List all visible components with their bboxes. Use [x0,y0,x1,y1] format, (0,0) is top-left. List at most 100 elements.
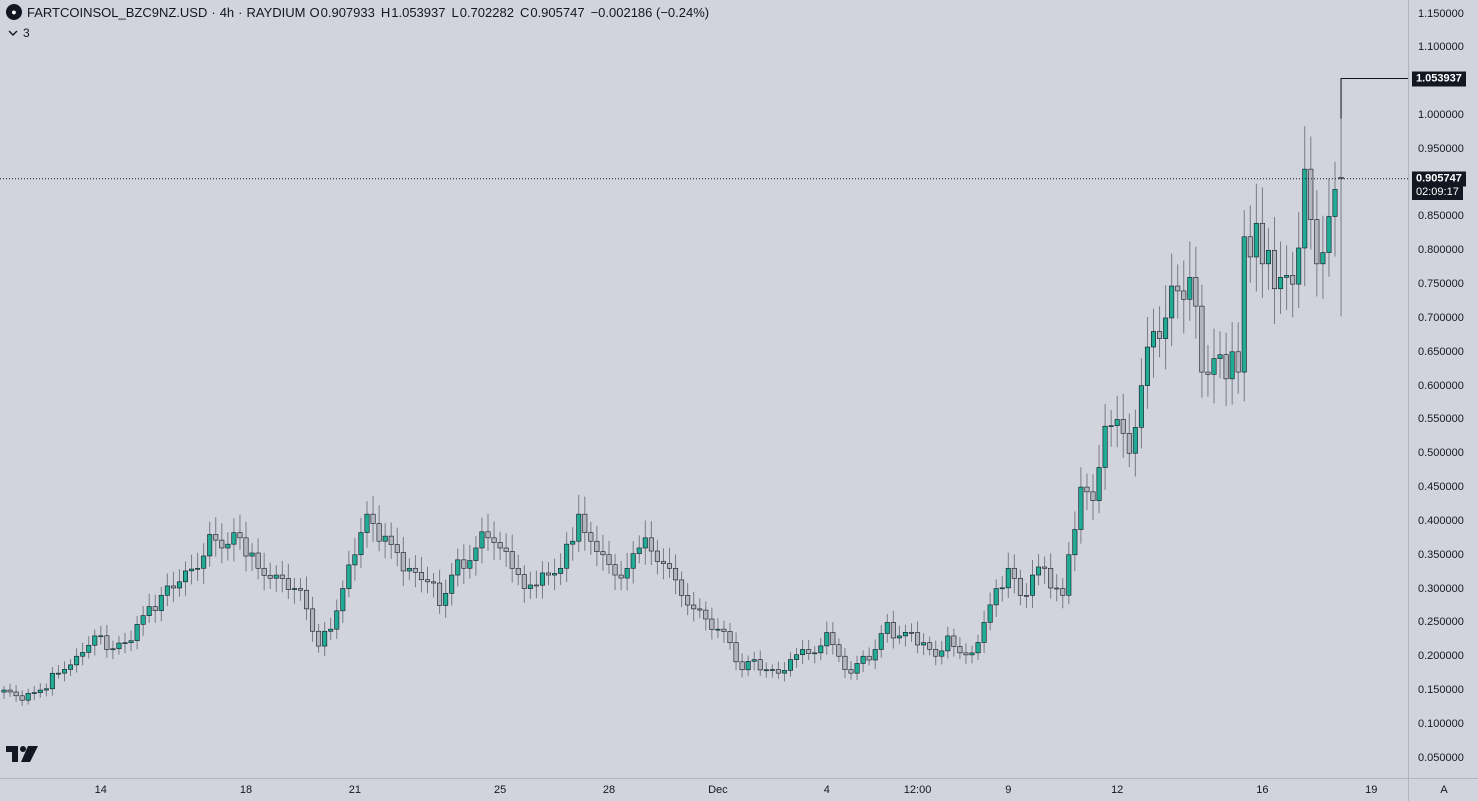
price-axis[interactable]: 0.050000 0.100000 0.150000 0.200000 0.250000… [1408,0,1478,778]
candle-down [316,630,322,647]
price-chart[interactable] [0,0,1408,778]
candlestick-series [1,78,1344,707]
interval[interactable]: 4h [219,4,235,20]
tradingview-logo-icon[interactable] [6,744,40,764]
candle-down [612,564,618,576]
candle-down [739,661,745,671]
symbol-name[interactable]: FARTCOINSOL_BZC9NZ.USD [27,4,208,20]
candle-down [1308,168,1314,220]
candle-down [1199,305,1205,373]
candle-up [896,635,902,639]
exchange: RAYDIUM [246,4,306,20]
candle-up [382,535,388,542]
price-tick-label: 0.300000 [1418,582,1464,595]
candle-down [1060,588,1066,596]
candle-down [1017,578,1023,596]
candle-up [189,568,195,572]
candle-up [969,652,975,656]
change-value: −0.002186 (−0.24%) [590,4,710,20]
candle-down [497,542,503,549]
candle-down [521,574,527,589]
candle-down [243,537,249,557]
candle-up [455,559,461,576]
candle-down [1090,491,1096,501]
candle-up [61,669,67,674]
candle-up [1138,385,1144,428]
candle-up [352,554,358,566]
candle-up [473,547,479,561]
candle-up [751,659,757,662]
time-tick-label: 12:00 [903,784,932,796]
candle-down [606,554,612,565]
candle-down [412,567,418,573]
candle-up [1005,567,1011,589]
price-tick-label: 0.450000 [1418,481,1464,494]
candle-up [110,648,116,651]
candle-up [74,655,80,666]
time-tick-label: 14 [94,784,107,796]
candle-up [1229,351,1235,380]
candle-down [1314,219,1320,265]
candle-down [842,655,848,671]
candle-up [1187,277,1193,300]
candle-up [624,567,630,579]
candle-up [999,587,1005,590]
bar-countdown: 02:09:17 [1412,185,1463,200]
price-tick-label: 0.500000 [1418,447,1464,460]
candle-up [1326,216,1332,253]
candle-up [231,532,237,545]
candle-down [279,574,285,579]
candle-down [703,609,709,620]
candle-up [1030,574,1036,596]
candle-up [787,659,793,671]
candle-down [437,582,443,606]
last-price-tag: 0.905747 [1412,171,1466,187]
candle-down [388,535,394,545]
candle-down [654,550,660,562]
candle-down [303,589,309,610]
chevron-down-icon [8,30,18,36]
symbol-legend: ● FARTCOINSOL_BZC9NZ.USD · 4h · RAYDIUM … [6,4,715,20]
candle-up [939,650,945,657]
candle-down [1175,285,1181,292]
candle-up [128,640,134,643]
candle-up [987,604,993,623]
price-tick-label: 0.750000 [1418,278,1464,291]
auto-scale-button[interactable]: A [1440,784,1448,796]
candle-up [346,564,352,589]
candle-down [648,537,654,552]
candle-down [255,552,261,569]
candle-down [951,635,957,647]
candle-up [443,593,449,606]
time-tick-label: 12 [1111,784,1124,796]
candle-up [1144,346,1150,386]
candle-down [219,539,225,549]
candle-up [1078,486,1084,530]
candle-up [1072,529,1078,556]
axis-corner: A [1408,778,1478,801]
candle-up [183,570,189,583]
time-tick-label: 16 [1256,784,1269,796]
candle-down [836,644,842,657]
candle-up [981,622,987,643]
candle-down [237,532,243,539]
candle-up [1253,222,1259,258]
candle-down [721,628,727,632]
price-tick-label: 0.850000 [1418,210,1464,223]
time-tick-label: 19 [1365,784,1378,796]
candle-up [1151,331,1157,348]
candle-down [933,648,939,657]
candle-up [467,560,473,569]
candle-up [1296,247,1302,285]
candle-down [1054,587,1060,590]
candle-down [673,567,679,581]
candle-down [491,537,497,543]
candle-up [1320,252,1326,265]
candle-down [1223,354,1229,380]
candle-up [334,610,340,630]
candle-up [812,652,818,655]
indicators-toggle[interactable]: 3 [8,26,30,40]
candle-up [902,632,908,637]
symbol-logo-icon: ● [6,4,22,20]
time-axis[interactable]: 14 18 21 25 28 Dec 4 12:00 9 12 16 19 [0,778,1408,801]
